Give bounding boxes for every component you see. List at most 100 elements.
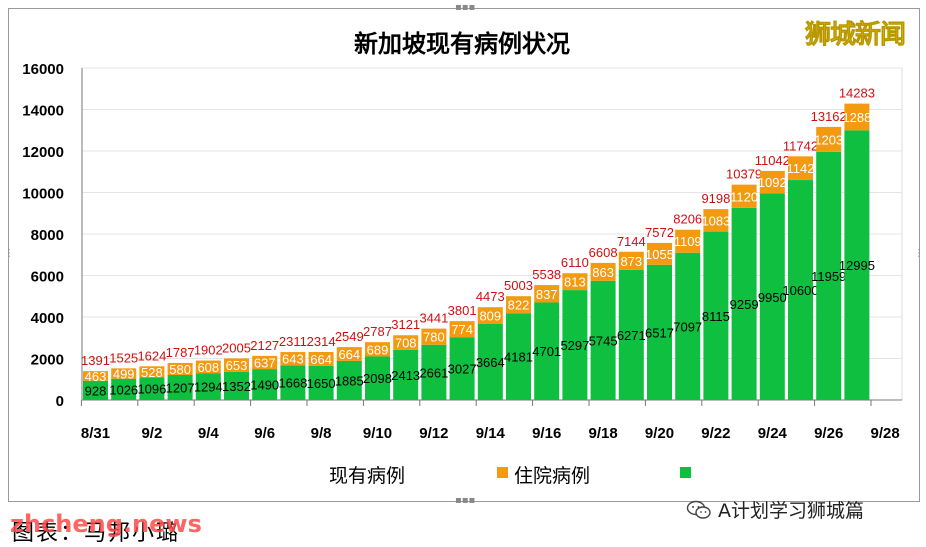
y-tick-label: 10000 — [22, 186, 64, 203]
data-label-total: 1787 — [166, 345, 195, 360]
bar-segment-current — [506, 313, 531, 400]
bar-segment-current — [224, 371, 249, 400]
data-label-hospital: 837 — [536, 287, 558, 302]
bar-segment-hospital — [675, 229, 701, 253]
data-label-total: 5003 — [504, 278, 533, 293]
resize-handle-bottom[interactable]: ▪▪▪ — [455, 495, 476, 506]
y-tick-label: 12000 — [22, 144, 64, 161]
y-tick-label: 8000 — [31, 227, 64, 244]
data-label-total: 2311 — [279, 334, 307, 349]
data-label-hospital: 708 — [395, 336, 417, 351]
data-label-total: 3121 — [391, 317, 420, 332]
bar-segment-current — [365, 356, 390, 400]
legend-label-current: 现有病例 — [329, 465, 405, 487]
data-label-current: 11959 — [811, 269, 846, 284]
data-label-current: 9259 — [730, 297, 759, 312]
bar-segment-hospital — [590, 262, 616, 281]
data-label-hospital: 774 — [451, 322, 473, 337]
data-label-hospital: 1142 — [787, 161, 815, 176]
bar-segment-hospital — [111, 368, 137, 379]
bar-segment-current — [83, 380, 108, 400]
data-label-current: 1668 — [278, 376, 307, 391]
data-label-current: 12995 — [839, 258, 875, 273]
data-label-hospital: 1055 — [645, 247, 674, 262]
y-tick-label: 4000 — [31, 310, 64, 327]
x-tick-label: 9/4 — [198, 425, 220, 442]
x-tick-label: 9/6 — [254, 425, 275, 442]
data-label-hospital: 608 — [197, 360, 219, 375]
data-label-current: 10600 — [782, 283, 818, 298]
data-label-total: 3801 — [448, 303, 477, 318]
bar-segment-current — [195, 373, 221, 400]
data-label-current: 2661 — [419, 365, 448, 380]
data-label-hospital: 643 — [282, 352, 304, 367]
data-label-hospital: 1120 — [730, 189, 758, 204]
resize-handle-top[interactable]: ▪▪▪ — [455, 2, 476, 13]
bar-segment-hospital — [477, 307, 503, 324]
data-label-hospital: 664 — [310, 352, 332, 367]
bar-segment-current — [336, 360, 362, 400]
data-label-current: 1352 — [222, 379, 251, 394]
bar-segment-hospital — [703, 209, 729, 232]
data-label-current: 1207 — [166, 380, 195, 395]
bar-segment-current — [675, 252, 701, 400]
data-label-current: 6271 — [617, 328, 646, 343]
watermark-top: 狮城新闻 — [805, 20, 907, 51]
data-label-total: 6608 — [589, 245, 618, 260]
bar-segment-hospital — [618, 251, 644, 270]
data-label-hospital: 873 — [620, 254, 642, 269]
data-label-current: 4701 — [532, 344, 561, 359]
x-tick-label: 9/12 — [419, 425, 448, 442]
x-tick-label: 9/8 — [311, 425, 332, 442]
data-label-total: 1902 — [194, 343, 223, 358]
bar-segment-hospital — [421, 328, 447, 345]
data-label-current: 8115 — [702, 309, 730, 324]
bar-segment-hospital — [816, 126, 842, 152]
resize-handle-left[interactable]: ⋮ — [4, 248, 14, 259]
y-tick-label: 14000 — [22, 103, 64, 120]
bar-segment-current — [759, 193, 785, 400]
data-label-total: 2787 — [363, 324, 392, 339]
data-label-total: 10379 — [726, 167, 762, 182]
watermark-bottom-text: A计划学习狮城篇 — [718, 500, 864, 522]
bar-segment-hospital — [139, 366, 165, 378]
data-label-total: 4473 — [476, 289, 505, 304]
bar-segment-current — [139, 377, 165, 400]
resize-handle-right[interactable]: ⋮ — [914, 248, 924, 259]
data-label-total: 2314 — [307, 334, 336, 349]
site-watermark: zhcheng.news — [10, 510, 202, 538]
data-label-hospital: 780 — [423, 330, 445, 345]
data-label-total: 6110 — [561, 255, 589, 270]
bar-segment-current — [111, 378, 137, 400]
bar-segment-hospital — [731, 184, 757, 208]
data-label-total: 7144 — [617, 234, 646, 249]
data-label-current: 6517 — [645, 325, 674, 340]
bar-segment-current — [534, 302, 560, 400]
data-label-current: 1294 — [194, 380, 223, 395]
data-label-hospital: 822 — [508, 298, 530, 313]
bar-segment-hospital — [788, 156, 813, 181]
data-label-hospital: 580 — [169, 362, 191, 377]
data-label-current: 4181 — [504, 350, 533, 365]
bar-segment-hospital — [759, 170, 785, 194]
x-tick-label: 9/16 — [532, 425, 561, 442]
bar-segment-hospital — [534, 285, 560, 303]
y-tick-label: 0 — [56, 393, 64, 410]
bar-segment-current — [562, 290, 588, 400]
bar-segment-current — [703, 231, 729, 400]
data-label-total: 1624 — [137, 348, 166, 363]
bar-segment-hospital — [365, 342, 390, 357]
bar-segment-hospital — [393, 335, 419, 350]
bar-segment-current — [788, 180, 813, 400]
data-label-current: 1650 — [307, 376, 336, 391]
x-tick-label: 9/24 — [758, 425, 788, 442]
wechat-icon — [686, 500, 711, 519]
data-label-hospital: 1083 — [701, 213, 730, 228]
data-label-total: 11742 — [783, 138, 818, 153]
bar-segment-hospital — [252, 355, 278, 370]
chart-credit: 图表：马邦小璐 — [12, 521, 181, 546]
bar-segment-current — [252, 369, 278, 400]
bar-segment-current — [477, 323, 503, 400]
data-label-total: 5538 — [532, 267, 561, 282]
data-label-total: 13162 — [811, 109, 847, 124]
